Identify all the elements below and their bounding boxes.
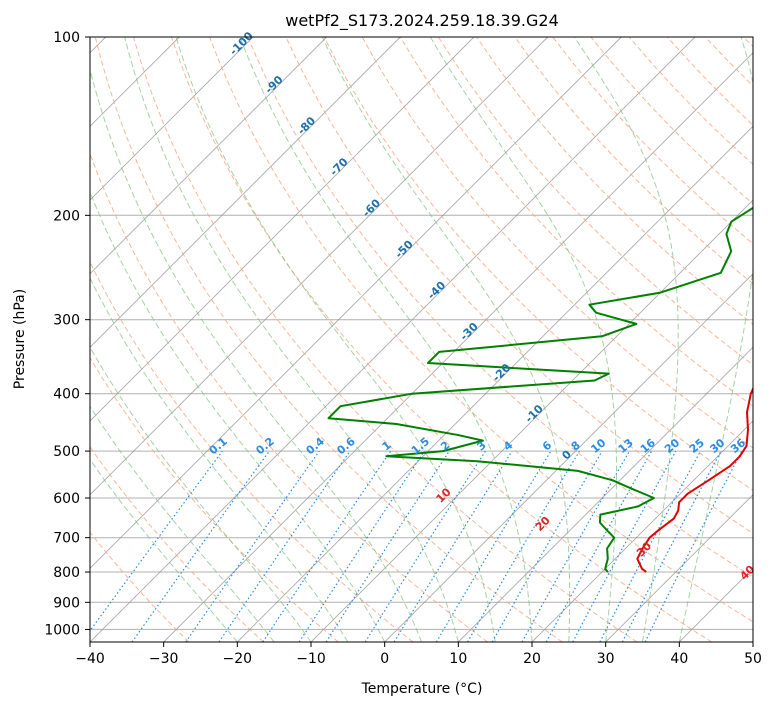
x-tick-label: 20 <box>523 651 541 667</box>
mixing-ratio-line <box>572 450 677 642</box>
y-tick-label: 500 <box>53 444 80 460</box>
x-axis-ticks: −40 −30 −20 −10 0 10 20 30 40 50 <box>75 642 762 667</box>
y-axis-ticks: 100 200 300 400 500 600 700 800 900 1000 <box>44 30 90 638</box>
moist-adiabat-line <box>573 37 679 642</box>
mixing-ratio-line <box>185 450 320 642</box>
dry-adiabat-line <box>285 37 753 535</box>
y-tick-label: 200 <box>53 208 80 224</box>
plot-background <box>90 37 753 642</box>
isotherm-line <box>752 641 753 642</box>
y-tick-label: 100 <box>53 30 80 46</box>
moist-adiabat-line <box>90 190 386 642</box>
isotherm-line <box>90 37 475 422</box>
mixing-ratio-line <box>90 450 223 632</box>
x-tick-label: 50 <box>744 651 762 667</box>
moist-adiabat-line <box>124 37 459 642</box>
x-tick-label: −40 <box>75 651 105 667</box>
dry-adiabat-line <box>90 446 264 642</box>
isotherm-line <box>163 52 753 642</box>
moist-adiabat-line <box>239 37 533 642</box>
dry-adiabat-line <box>94 37 563 642</box>
dry-adiabat-line <box>132 37 638 642</box>
moist-adiabat-line <box>429 37 617 642</box>
x-tick-label: 10 <box>449 651 467 667</box>
x-tick-label: 40 <box>670 651 688 667</box>
y-tick-label: 600 <box>53 491 80 507</box>
plot-frame <box>89 36 754 643</box>
y-tick-label: 700 <box>53 531 80 547</box>
moist-adiabat-line <box>175 37 496 642</box>
mixing-ratio-line <box>393 450 513 642</box>
dry-adiabat-line <box>247 37 753 578</box>
y-tick-label: 900 <box>53 595 80 611</box>
isotherm-line <box>531 420 753 642</box>
dry-adiabat-line <box>323 37 753 491</box>
isotherm-line <box>605 494 753 642</box>
x-tick-label: −30 <box>149 651 179 667</box>
mixing-ratio-line <box>644 450 743 642</box>
isotherm-line <box>236 125 753 642</box>
dewpoint-profile-line <box>327 206 753 573</box>
dry-adiabat-line <box>90 152 488 642</box>
mixing-ratio-line <box>545 450 653 642</box>
moist-adiabat-line <box>321 37 571 642</box>
moist-adiabat-line <box>90 346 312 642</box>
dry-adiabat-line <box>90 356 339 642</box>
y-tick-label: 800 <box>53 565 80 581</box>
mixing-ratio-line <box>298 450 425 642</box>
y-tick-label: 400 <box>53 387 80 403</box>
dry-adiabat-line <box>90 531 190 642</box>
y-tick-label: 1000 <box>44 622 80 638</box>
dry-adiabat-line <box>437 37 753 366</box>
dry-adiabat-line <box>399 37 753 407</box>
mixing-ratio-line <box>521 450 631 642</box>
isotherm-line <box>457 346 753 642</box>
dry-adiabat-line <box>361 37 753 449</box>
moist-adiabat-line <box>90 67 422 642</box>
background-lines <box>90 37 753 642</box>
isotherm-line <box>90 37 549 496</box>
dry-adiabat-line <box>514 37 753 285</box>
chart-title: wetPf2_S173.2024.259.18.39.G24 <box>285 11 559 31</box>
x-tick-label: −10 <box>296 651 326 667</box>
dry-adiabat-line <box>171 37 712 642</box>
y-tick-label: 300 <box>53 313 80 329</box>
moist-adiabat-line <box>90 276 349 642</box>
dry-adiabat-line <box>209 37 753 623</box>
mixing-ratio-line <box>218 450 351 642</box>
isotherm-line <box>90 37 254 201</box>
x-tick-label: 30 <box>597 651 615 667</box>
isotherm-line <box>90 37 622 569</box>
x-axis-label: Temperature (°C) <box>361 681 483 697</box>
x-tick-label: 0 <box>380 651 389 667</box>
series-layer <box>327 206 753 573</box>
temperature-profile-line <box>636 386 753 573</box>
mixing-ratio-line <box>131 450 270 642</box>
x-tick-label: −20 <box>223 651 253 667</box>
isotherm-line <box>90 37 401 348</box>
isotherm-line <box>384 273 753 642</box>
moist-adiabat-line <box>90 405 275 642</box>
moist-adiabat-line <box>678 37 753 642</box>
dry-adiabat-line <box>90 260 414 642</box>
isotherm-line <box>90 37 328 275</box>
y-axis-label: Pressure (hPa) <box>12 289 28 389</box>
mixing-ratio-line <box>262 450 392 642</box>
mixing-ratio-line <box>325 450 450 642</box>
moist-adiabat-line <box>90 458 238 642</box>
